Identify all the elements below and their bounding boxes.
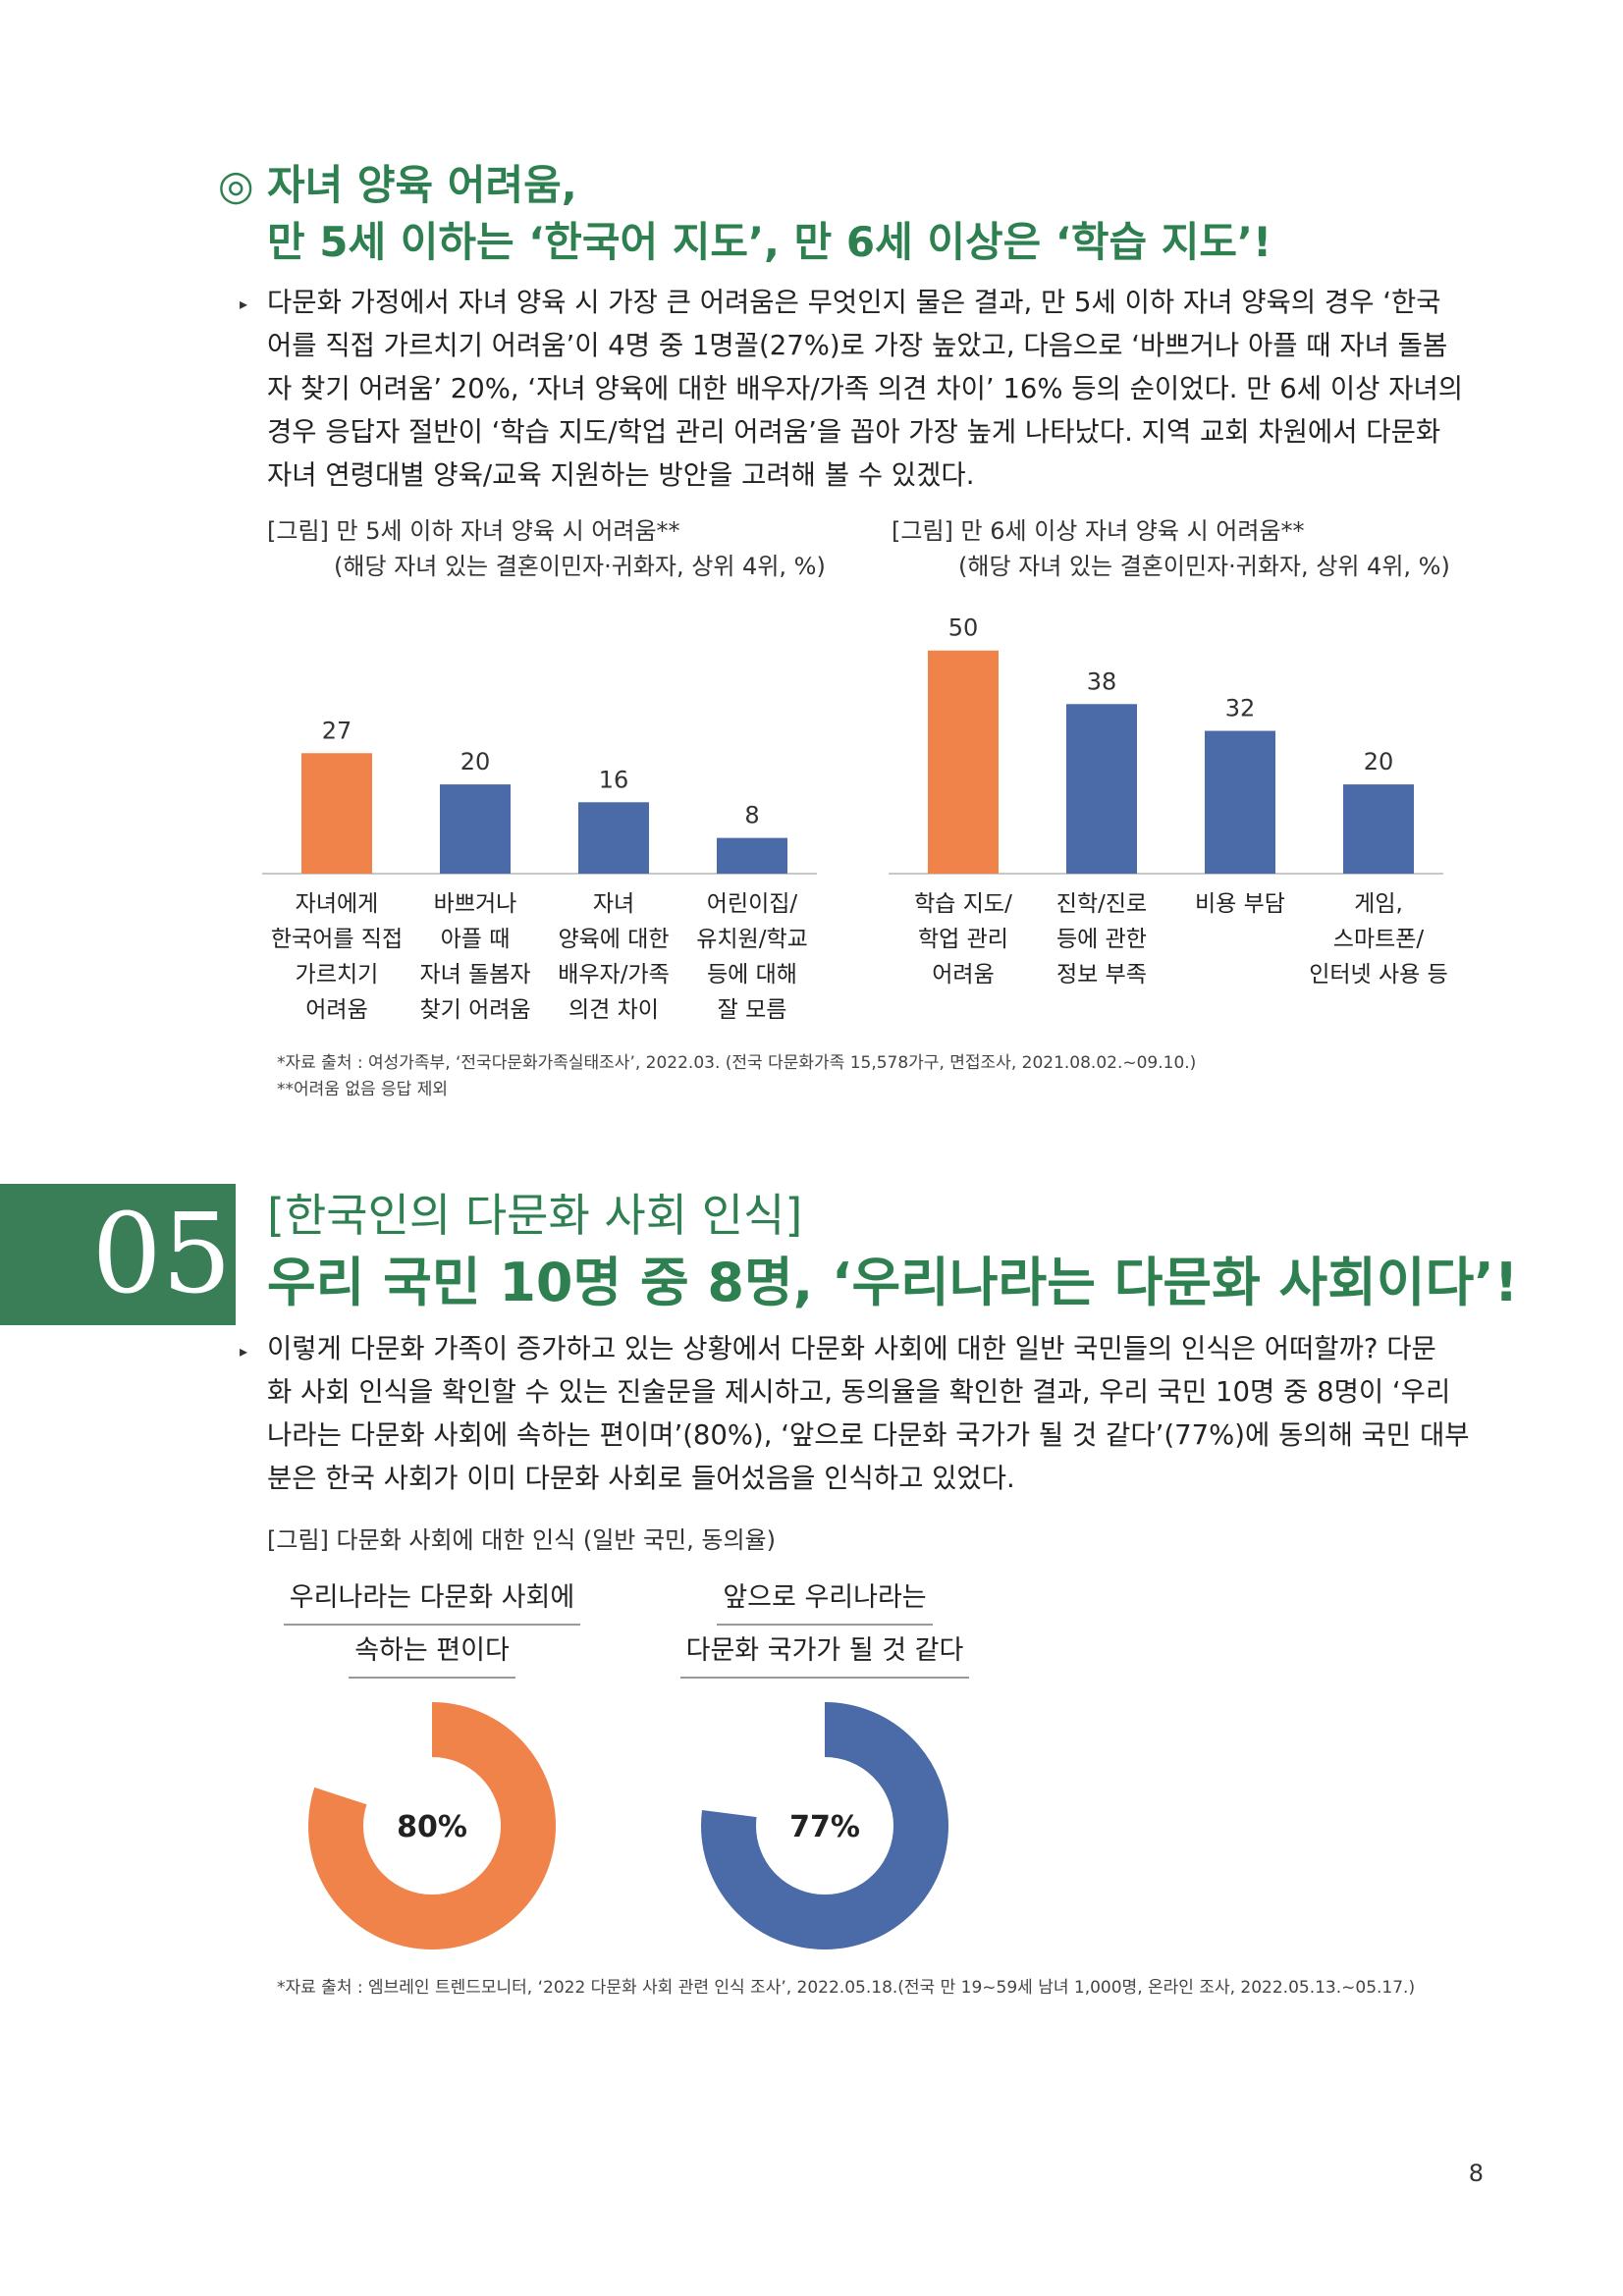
section2-paragraph: 이렇게 다문화 가족이 증가하고 있는 상황에서 다문화 사회에 대한 일반 국… (267, 1333, 1470, 1494)
chart2-bar (1205, 730, 1275, 874)
chart1-subtitle: (해당 자녀 있는 결혼이민자·귀화자, 상위 4위, %) (334, 553, 826, 580)
heading-line-2: 만 5세 이하는 ‘한국어 지도’, 만 6세 이상은 ‘학습 지도’! (267, 218, 1272, 266)
donut2-value-label: 77% (789, 1810, 860, 1844)
chart3-title: [그림] 다문화 사회에 대한 인식 (일반 국민, 동의율) (267, 1526, 777, 1554)
chart2-category-label: 등에 관한 (1056, 927, 1147, 952)
donut-chart-multicultural-society: 80% (308, 1702, 556, 1949)
donut2-label: 앞으로 우리나라는 다문화 국가가 될 것 같다 (668, 1573, 982, 1679)
chart1-category-label: 유치원/학교 (696, 927, 808, 952)
chart1-category-label: 한국어를 직접 (271, 927, 403, 952)
chart1-value-label: 8 (744, 802, 759, 829)
section-title: 우리 국민 10명 중 8명, ‘우리나라는 다문화 사회이다’! (267, 1252, 1519, 1313)
bullet-icon: ▸ (240, 1342, 248, 1361)
chart2-category-label: 정보 부족 (1056, 962, 1147, 988)
chart1-category-label: 어린이집/ (707, 891, 798, 917)
chart1-category-label: 배우자/가족 (558, 962, 670, 988)
chart2-category-label: 비용 부담 (1195, 891, 1285, 917)
chart1-category-label: 바쁘거나 (434, 891, 517, 917)
chart1-bar (440, 784, 511, 874)
chart1-category-label: 찾기 어려움 (419, 997, 530, 1023)
section1-paragraph: 다문화 가정에서 자녀 양육 시 가장 큰 어려움은 무엇인지 물은 결과, 만… (267, 287, 1464, 491)
source-note-2: *자료 출처 : 엠브레인 트렌드모니터, ‘2022 다문화 사회 관련 인식… (277, 1978, 1416, 1998)
chart1-category-label: 자녀 (593, 891, 634, 917)
section-heading: ◎ 자녀 양육 어려움, 만 5세 이하는 ‘한국어 지도’, 만 6세 이상은 … (218, 157, 1534, 271)
exclusion-note: **어려움 없음 응답 제외 (277, 1080, 448, 1099)
chart2-bar (1343, 784, 1414, 874)
chart1-category-label: 의견 차이 (568, 997, 659, 1023)
donut1-value-label: 80% (397, 1810, 467, 1844)
chart2-value-label: 50 (948, 614, 979, 642)
chart2-category-label: 진학/진로 (1056, 891, 1147, 917)
chart2-value-label: 32 (1225, 695, 1256, 722)
chart2-value-label: 20 (1364, 748, 1394, 775)
circle-bullet-icon: ◎ (218, 161, 254, 209)
chart2-subtitle: (해당 자녀 있는 결혼이민자·귀화자, 상위 4위, %) (958, 553, 1450, 580)
chart2-bar (928, 650, 999, 874)
chart1-bar (578, 802, 649, 874)
chart1-title: [그림] 만 5세 이하 자녀 양육 시 어려움** (267, 517, 680, 545)
chart2-category-label: 어려움 (932, 962, 994, 988)
page-number: 8 (1468, 2160, 1484, 2187)
chart2-category-label: 학습 지도/ (914, 891, 1012, 917)
donut1-arc (308, 1702, 556, 1949)
chart1-bar (301, 753, 372, 874)
chart1-category-label: 자녀 돌봄자 (419, 962, 530, 988)
section-number: 05 (91, 1191, 232, 1318)
chart2-category-label: 학업 관리 (918, 927, 1008, 952)
chart1-bar (717, 837, 787, 874)
chart1-category-label: 잘 모름 (718, 997, 787, 1023)
chart1-category-label: 가르치기 (296, 962, 379, 988)
chart2-category-label: 스마트폰/ (1333, 927, 1425, 952)
source-note: *자료 출처 : 여성가족부, ‘전국다문화가족실태조사’, 2022.03. … (277, 1053, 1197, 1073)
heading-line-1: 자녀 양육 어려움, (267, 161, 577, 209)
chart1-category-label: 어려움 (305, 997, 367, 1023)
chart1-category-label: 아플 때 (441, 927, 511, 952)
chart1-category-label: 양육에 대한 (558, 927, 669, 952)
bullet-icon: ▸ (240, 294, 248, 313)
donut1-label: 우리나라는 다문화 사회에 속하는 편이다 (275, 1573, 589, 1679)
section-number-band: 05 (0, 1184, 236, 1325)
chart2-category-label: 게임, (1354, 891, 1403, 917)
donut-chart-multicultural-nation: 77% (701, 1702, 948, 1949)
chart1-value-label: 27 (322, 717, 352, 744)
chart2-title: [그림] 만 6세 이상 자녀 양육 시 어려움** (892, 517, 1305, 545)
chart2-value-label: 38 (1087, 667, 1117, 695)
chart1-value-label: 20 (460, 748, 491, 775)
donut2-arc (701, 1702, 948, 1949)
chart1-value-label: 16 (599, 766, 629, 793)
section-category: [한국인의 다문화 사회 인식] (267, 1189, 803, 1242)
chart2-bar (1066, 704, 1137, 874)
chart2-category-label: 인터넷 사용 등 (1309, 962, 1448, 988)
chart1-category-label: 등에 대해 (707, 962, 797, 988)
chart1-category-label: 자녀에게 (296, 891, 379, 917)
